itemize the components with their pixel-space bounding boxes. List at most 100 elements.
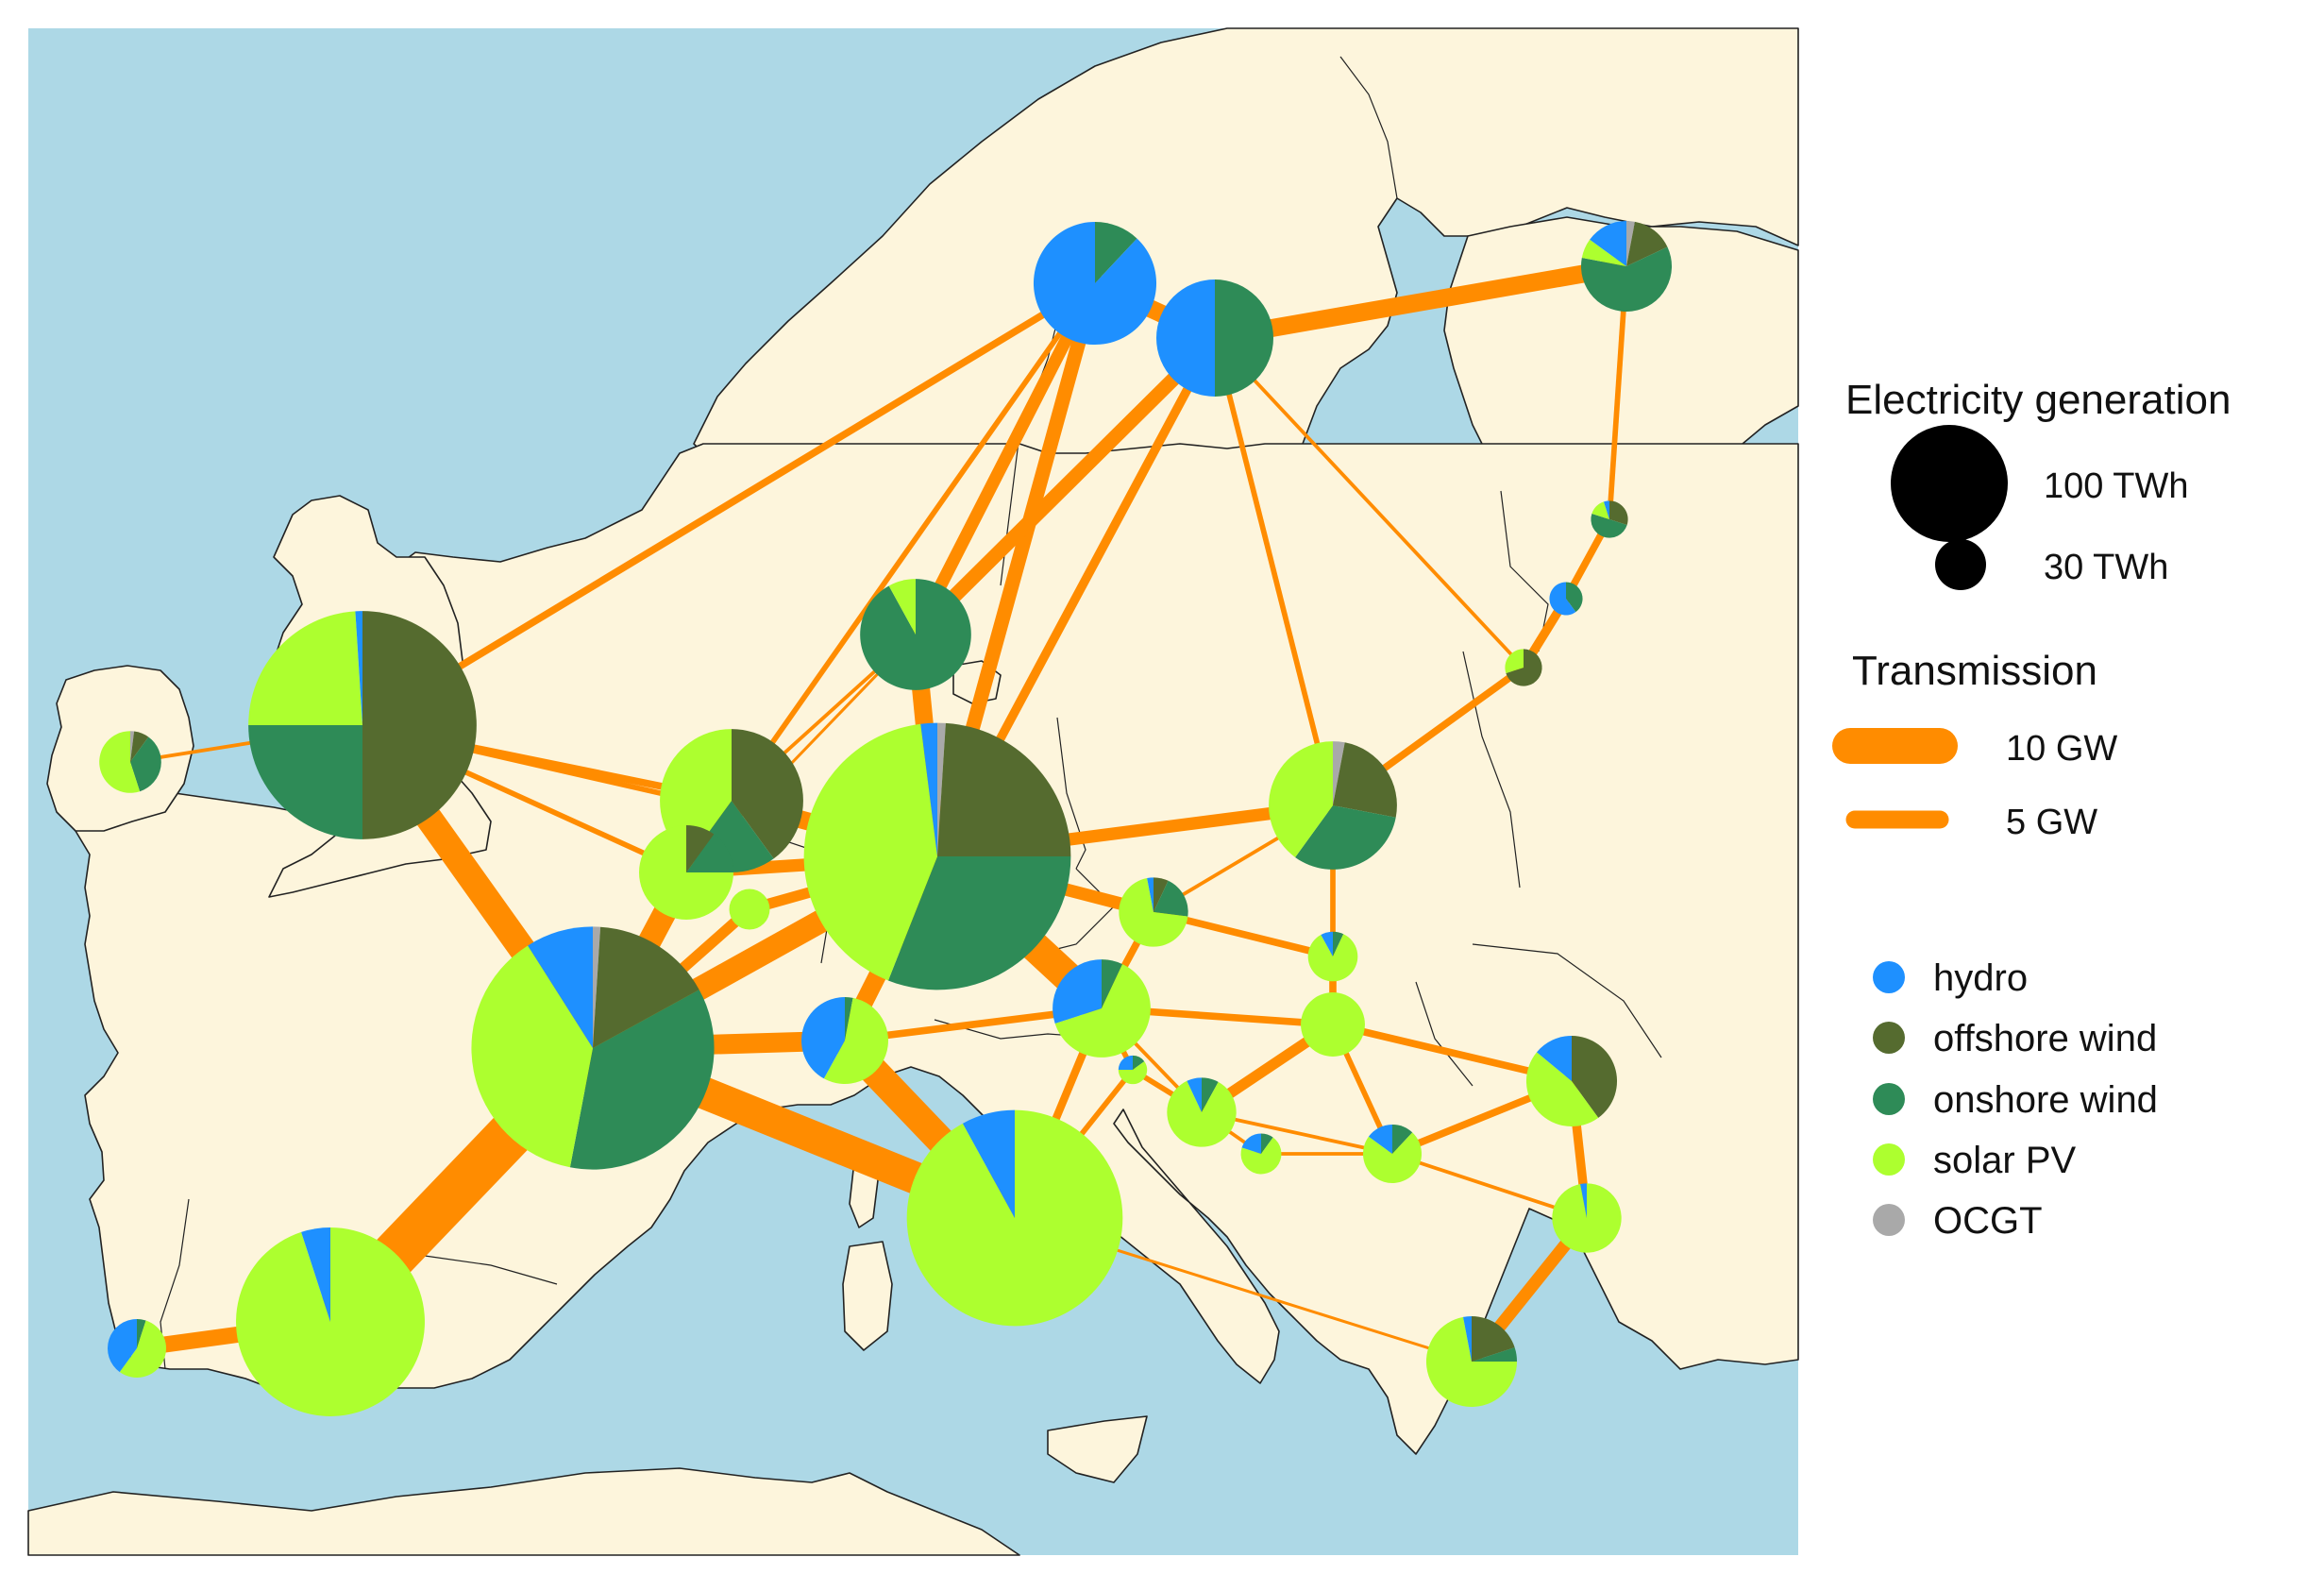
pie-slice-ba-solar (1240, 1137, 1282, 1175)
pie-slice-ba-hydro (1241, 1133, 1261, 1154)
pie-slice-fr-offshore-wind (593, 926, 699, 1048)
pie-slice-be-onshore-wind (686, 834, 733, 872)
border-hu-ro (1415, 981, 1474, 1087)
link-nl-no (729, 281, 1098, 803)
pie-fr (471, 926, 715, 1170)
pie-pt (108, 1319, 166, 1378)
pie-slice-no-onshore-wind (1095, 221, 1137, 283)
pie-slice-nl-offshore-wind (732, 729, 803, 859)
pie-at (1053, 959, 1151, 1058)
link-gb-no (361, 279, 1097, 729)
land-sardinia (842, 1241, 893, 1351)
pie-slice-gr-onshore-wind (1472, 1347, 1518, 1362)
pie-es (236, 1227, 425, 1416)
pie-slice-cz-offshore-wind (1154, 877, 1169, 912)
pie-slice-ch-hydro (801, 997, 845, 1079)
pie-slice-es-solar (236, 1227, 425, 1416)
pie-slice-ee-onshore-wind (1591, 513, 1627, 538)
pie-slice-dk-onshore-wind (860, 579, 971, 690)
legend-swatch-solar-pv (1873, 1143, 1905, 1176)
pie-slice-lv-hydro (1549, 582, 1576, 616)
pie-slice-pt-hydro (108, 1319, 137, 1373)
legend-line-label-5gw: 5 GW (2006, 803, 2097, 842)
pie-slice-no-hydro (1033, 221, 1157, 346)
pie-slice-de-solar (803, 723, 937, 981)
pie-slice-ie-offshore-wind (130, 731, 149, 762)
pie-slice-cz-hydro (1147, 877, 1154, 912)
land-north-africa (27, 1467, 1020, 1556)
pie-slice-dk-solar (888, 579, 916, 635)
border-de-pl (1056, 717, 1086, 870)
pie-slice-ch-onshore-wind (845, 997, 853, 1041)
pie-slice-pt-solar (119, 1320, 166, 1378)
pie-slice-bg-solar (1552, 1183, 1622, 1253)
pie-slice-fr-hydro (528, 926, 593, 1048)
legend-label-ocgt: OCGT (1933, 1200, 2043, 1242)
legend-item-onshore-wind: onshore wind (1873, 1079, 2158, 1121)
pie-slice-cz-solar (1119, 877, 1188, 947)
pie-slice-de-onshore-wind (887, 856, 1071, 990)
pie-slice-ba-onshore-wind (1261, 1133, 1273, 1154)
legend-generation-title: Electricity generation (1845, 377, 2231, 423)
pie-slice-se-onshore-wind (1215, 279, 1273, 397)
pie-be (639, 825, 733, 920)
pie-slice-pl-offshore-wind (1333, 742, 1397, 818)
legend-label-offshore-wind: offshore wind (1933, 1018, 2157, 1059)
pie-slice-cz-onshore-wind (1154, 880, 1188, 917)
pie-slice-fi-offshore-wind (1626, 221, 1668, 266)
pie-slice-si-onshore-wind (1133, 1055, 1145, 1070)
pie-bg (1552, 1183, 1622, 1253)
legend-item-solar-pv: solar PV (1873, 1140, 2076, 1181)
pie-slice-at-solar (1054, 964, 1151, 1058)
pie-slice-fr-solar (471, 945, 593, 1168)
legend-item-offshore-wind: offshore wind (1873, 1018, 2157, 1059)
pie-slice-se-hydro (1156, 279, 1215, 397)
pie-slice-ch-solar (823, 997, 888, 1084)
pie-slice-lt-offshore-wind (1506, 649, 1542, 686)
pie-slice-rs-hydro (1368, 1125, 1392, 1154)
pie-slice-gr-solar (1425, 1316, 1518, 1408)
pie-rs (1363, 1125, 1423, 1184)
legend-size-circle-30 (1935, 539, 1986, 590)
pie-fi (1580, 220, 1673, 313)
pie-slice-sk-hydro (1321, 931, 1333, 956)
pie-no (1033, 221, 1157, 346)
pie-slice-fi-hydro (1590, 220, 1626, 266)
legend-label-onshore-wind: onshore wind (1933, 1079, 2158, 1121)
pie-gr (1425, 1315, 1518, 1408)
pie-slice-lu-solar (729, 889, 770, 930)
land-sicily (1047, 1415, 1148, 1483)
pie-se (1156, 279, 1273, 397)
pie-slice-be-solar (639, 825, 733, 920)
pie-lt (1505, 649, 1542, 686)
pie-slice-rs-solar (1363, 1132, 1423, 1184)
border-se-fi (1339, 56, 1398, 199)
pie-slice-ro-offshore-wind (1572, 1035, 1618, 1118)
pie-slice-ro-solar (1525, 1052, 1599, 1127)
pie-slice-ie-ocgt (130, 731, 135, 762)
pie-slice-gb-hydro (355, 611, 362, 725)
legend-swatch-onshore-wind (1873, 1083, 1905, 1115)
pie-slice-de-ocgt (937, 722, 946, 856)
pie-slice-pt-onshore-wind (137, 1319, 146, 1348)
pie-slice-sk-solar (1307, 934, 1358, 982)
pie-slice-hr-onshore-wind (1202, 1077, 1219, 1112)
pie-slice-ie-solar (99, 731, 141, 793)
pie-ro (1525, 1035, 1618, 1127)
pie-slice-pl-onshore-wind (1295, 805, 1396, 870)
pie-hu (1301, 992, 1365, 1057)
pie-slice-sk-onshore-wind (1333, 931, 1344, 956)
pie-hr (1167, 1077, 1237, 1147)
link-se-lt (1213, 336, 1525, 669)
pie-slice-be-offshore-wind (686, 825, 715, 872)
pie-slice-it-hydro (962, 1109, 1015, 1218)
legend: Electricity generation 100 TWh 30 TWh Tr… (1832, 377, 2231, 1242)
carrier-legend: hydro offshore wind onshore wind solar P… (1873, 957, 2158, 1242)
pie-slice-gb-onshore-wind (248, 725, 362, 839)
pie-gb (248, 611, 477, 839)
pie-slice-ee-offshore-wind (1609, 500, 1628, 526)
pie-slice-de-offshore-wind (937, 722, 1071, 856)
link-se-fi (1213, 257, 1628, 347)
legend-item-hydro: hydro (1873, 957, 2028, 999)
